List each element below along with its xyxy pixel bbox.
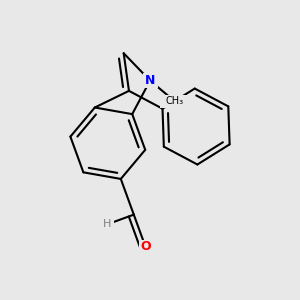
Text: O: O [140, 240, 151, 253]
FancyBboxPatch shape [100, 218, 114, 231]
FancyBboxPatch shape [160, 94, 190, 108]
Text: CH₃: CH₃ [166, 96, 184, 106]
FancyBboxPatch shape [142, 73, 158, 88]
Text: H: H [103, 219, 111, 230]
Text: N: N [145, 74, 155, 87]
FancyBboxPatch shape [139, 240, 152, 253]
